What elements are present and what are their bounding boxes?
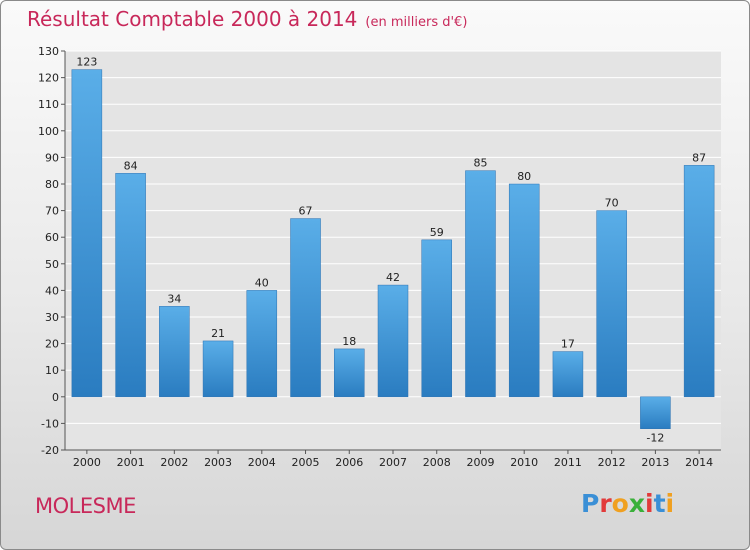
bar — [683, 165, 715, 398]
title-text: Résultat Comptable 2000 à 2014 — [27, 7, 358, 31]
bar — [115, 173, 146, 398]
data-label: 67 — [299, 205, 313, 218]
y-tick-label: -20 — [41, 444, 59, 457]
y-tick-label: 10 — [45, 364, 59, 377]
x-tick-label: 2002 — [160, 456, 188, 469]
y-tick-label: 40 — [45, 284, 59, 297]
bar — [421, 239, 452, 398]
proxiti-logo: Proxiti — [581, 489, 674, 518]
bar — [290, 218, 321, 398]
logo-letter: o — [611, 489, 629, 518]
y-tick-label: 0 — [52, 391, 59, 404]
x-tick-label: 2003 — [204, 456, 232, 469]
x-tick-label: 2013 — [641, 456, 669, 469]
y-tick-label: 70 — [45, 205, 59, 218]
x-tick-label: 2000 — [73, 456, 101, 469]
chart-title: Résultat Comptable 2000 à 2014 (en millie… — [27, 7, 467, 31]
data-label: 42 — [386, 271, 400, 284]
x-tick-label: 2001 — [117, 456, 145, 469]
bar — [202, 340, 234, 398]
y-tick-label: 20 — [45, 338, 59, 351]
bar — [334, 348, 365, 398]
data-label: 17 — [561, 338, 575, 351]
x-tick-label: 2012 — [598, 456, 626, 469]
bar — [159, 306, 190, 398]
x-tick-label: 2006 — [335, 456, 363, 469]
logo-letter: r — [599, 489, 612, 518]
x-tick-label: 2005 — [292, 456, 320, 469]
x-tick-label: 2007 — [379, 456, 407, 469]
logo-letter: i — [665, 489, 675, 518]
bar — [71, 69, 103, 398]
x-tick-label: 2010 — [510, 456, 538, 469]
bar — [552, 351, 584, 398]
data-label: 123 — [76, 56, 97, 69]
y-tick-label: 110 — [38, 98, 59, 111]
bar — [246, 290, 278, 398]
data-label: 85 — [473, 157, 487, 170]
logo-letter: t — [653, 489, 666, 518]
y-tick-label: 90 — [45, 151, 59, 164]
y-tick-label: 60 — [45, 231, 59, 244]
bar — [465, 170, 496, 398]
logo-letter: i — [645, 489, 654, 518]
chart-subtitle: (en milliers d'€) — [365, 15, 468, 30]
x-tick-label: 2008 — [423, 456, 451, 469]
y-tick-label: 130 — [38, 45, 59, 58]
bar — [640, 396, 671, 429]
y-tick-label: 50 — [45, 258, 59, 271]
data-label: 84 — [124, 159, 138, 172]
data-label: 87 — [692, 151, 706, 164]
y-tick-label: 30 — [45, 311, 59, 324]
data-label: 80 — [517, 170, 531, 183]
data-label: 18 — [342, 335, 356, 348]
y-tick-label: 100 — [38, 125, 59, 138]
bar — [596, 210, 627, 398]
x-tick-label: 2004 — [248, 456, 276, 469]
data-label: 21 — [211, 327, 225, 340]
logo-letter: P — [581, 489, 600, 518]
y-tick-label: 80 — [45, 178, 59, 191]
x-tick-label: 2009 — [466, 456, 494, 469]
x-tick-label: 2014 — [685, 456, 713, 469]
bar — [377, 284, 409, 398]
x-tick-label: 2011 — [554, 456, 582, 469]
bar — [508, 183, 540, 398]
data-label: 34 — [167, 292, 181, 305]
data-label: 70 — [605, 197, 619, 210]
data-label: 40 — [255, 276, 269, 289]
data-label: -12 — [646, 432, 664, 445]
y-tick-label: 120 — [38, 72, 59, 85]
data-label: 59 — [430, 226, 444, 239]
logo-letter: x — [628, 489, 645, 518]
y-tick-label: -10 — [41, 417, 59, 430]
place-name: MOLESME — [35, 494, 136, 518]
